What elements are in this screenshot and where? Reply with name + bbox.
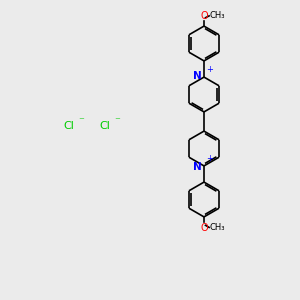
Text: ⁻: ⁻ <box>79 116 85 127</box>
Text: N: N <box>193 71 202 81</box>
Text: O: O <box>200 223 208 232</box>
Text: +: + <box>206 64 213 74</box>
Text: Cl: Cl <box>100 121 110 131</box>
Text: CH₃: CH₃ <box>209 11 225 20</box>
Text: Cl: Cl <box>64 121 74 131</box>
Text: CH₃: CH₃ <box>209 224 225 232</box>
Text: +: + <box>206 154 213 163</box>
Text: O: O <box>200 11 208 21</box>
Text: N: N <box>193 162 202 172</box>
Text: ⁻: ⁻ <box>115 116 121 127</box>
